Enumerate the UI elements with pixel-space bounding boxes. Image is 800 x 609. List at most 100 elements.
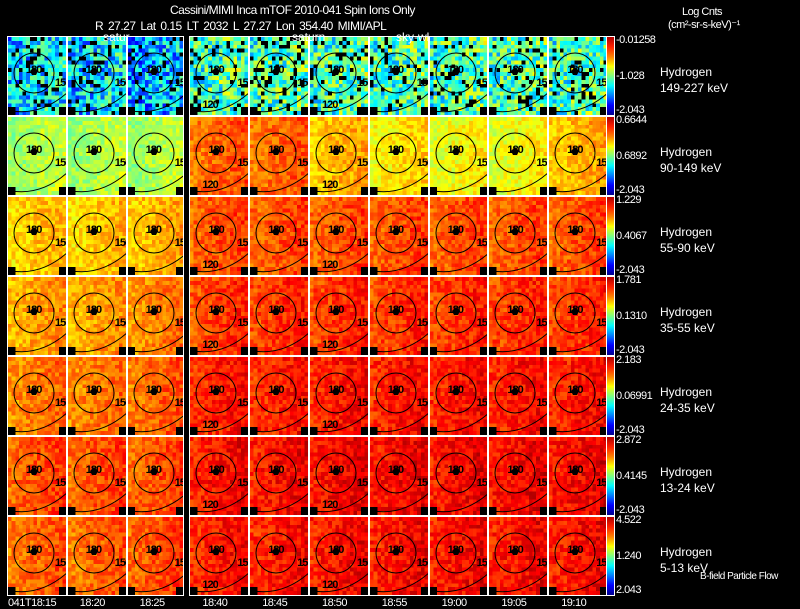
grid-overlay: [369, 452, 428, 513]
angle-label: 180: [567, 544, 583, 556]
angle-label: 150: [416, 477, 428, 489]
angle-label: 150: [55, 157, 66, 169]
sky-map-panel: 180 150: [7, 276, 67, 356]
angle-label: 180: [328, 544, 344, 556]
angle-label: 180: [85, 544, 102, 556]
time-label: 19:05: [501, 597, 527, 609]
angle-label: 180: [328, 64, 344, 76]
sky-map-panel: 180 150 120: [189, 196, 250, 276]
angle-label: 180: [268, 464, 284, 476]
sky-map-panel: 180 150 120: [309, 356, 369, 436]
sky-map-panel: 180 150: [249, 116, 309, 196]
colorbar-tick-label: 0.1310: [616, 310, 647, 322]
grid-overlay: [310, 52, 368, 113]
angle-label: 180: [567, 464, 583, 476]
grid-overlay: [127, 52, 184, 113]
sky-map-panel: 180 150: [126, 196, 185, 276]
angle-label: 150: [297, 157, 308, 169]
grid-overlay: [489, 132, 548, 193]
angle-label: 120: [202, 579, 218, 591]
angle-label: 180: [145, 544, 162, 556]
grid-overlay: [489, 292, 548, 353]
grid-overlay: [489, 532, 548, 593]
angle-label: 150: [174, 477, 185, 489]
angle-label: 180: [447, 464, 464, 476]
grid-overlay: [549, 212, 607, 273]
grid-overlay: [190, 132, 249, 193]
angle-label: 180: [85, 64, 102, 76]
angle-label: 150: [55, 237, 66, 249]
sky-map-panel: 180 150: [548, 516, 608, 596]
sky-map-panel: 180 150: [548, 356, 608, 436]
grid-overlay: [250, 292, 308, 353]
species-label: Hydrogen: [660, 465, 713, 479]
time-label: 18:25: [139, 597, 166, 609]
grid-overlay: [369, 52, 428, 113]
colorbar-tick-label: -2.043: [616, 504, 645, 516]
angle-label: 150: [476, 557, 488, 569]
angle-label: 150: [596, 77, 607, 89]
sky-map-panel: 180 150: [249, 36, 309, 116]
sky-map-panel: 180 150: [488, 356, 549, 436]
energy-range: 90-149 keV: [660, 161, 722, 175]
angle-label: 150: [536, 237, 547, 249]
sky-map-panel: 180 150: [428, 276, 489, 356]
angle-label: 120: [322, 419, 338, 431]
angle-label: 180: [26, 64, 42, 76]
sky-map-panel: 180 150: [126, 276, 185, 356]
colorbar-tick-label: 0.6892: [616, 150, 647, 162]
angle-label: 180: [268, 304, 284, 316]
angle-label: 180: [26, 544, 42, 556]
grid-overlay: [127, 132, 184, 193]
angle-label: 180: [145, 304, 162, 316]
grid-overlay: [369, 372, 428, 433]
sky-map-panel: 180 150 120: [189, 356, 250, 436]
angle-label: 120: [202, 419, 218, 431]
grid-overlay: [250, 532, 308, 593]
grid-overlay: [190, 52, 249, 113]
grid-overlay: [310, 292, 368, 353]
angle-label: 150: [237, 477, 248, 489]
sky-map-panel: 180 150: [488, 196, 549, 276]
sky-map-panel: 180 150: [126, 116, 185, 196]
sky-map-panel: 180 150: [488, 516, 549, 596]
energy-band-label: Hydrogen 90-149 keV: [660, 144, 721, 176]
angle-label: 150: [357, 397, 368, 409]
angle-label: 150: [596, 237, 607, 249]
angle-label: 180: [507, 544, 523, 556]
colorbar-tick-label: -2.043: [616, 264, 645, 276]
angle-label: 150: [416, 557, 428, 569]
angle-label: 150: [416, 397, 428, 409]
colorbar: [606, 116, 615, 196]
angle-label: 180: [507, 384, 523, 396]
sky-map-panel: 180 150: [7, 356, 67, 436]
units-label: (cm²-sr-s-keV)⁻¹: [668, 19, 740, 31]
sky-map-panel: 180 150: [66, 356, 127, 436]
colorbar-tick-label: -0.01258: [616, 34, 656, 46]
species-label: Hydrogen: [660, 305, 713, 319]
angle-label: 150: [357, 477, 368, 489]
angle-label: 180: [26, 464, 42, 476]
angle-label: 180: [567, 64, 583, 76]
angle-label: 150: [476, 397, 488, 409]
sky-map-panel: 180 150: [548, 276, 608, 356]
sky-map-panel: 180 150: [7, 116, 67, 196]
angle-label: 180: [208, 304, 224, 316]
grid-overlay: [67, 52, 126, 113]
colorbar-tick-label: 0.4145: [616, 470, 647, 482]
sky-map-panel: 180 150: [488, 276, 549, 356]
sky-map-panel: 180 150 120: [189, 436, 250, 516]
sky-map-panel: 180 150: [368, 356, 429, 436]
grid-overlay: [369, 292, 428, 353]
angle-label: 180: [328, 464, 344, 476]
sky-map-panel: 180 150: [66, 116, 127, 196]
colorbar-tick-label: 0.6644: [616, 114, 647, 126]
angle-label: 180: [387, 544, 404, 556]
angle-label: 180: [208, 224, 224, 236]
grid-overlay: [549, 52, 607, 113]
energy-band-label: Hydrogen 35-55 keV: [660, 304, 715, 336]
sky-map-panel: 180 150: [7, 196, 67, 276]
angle-label: 150: [297, 237, 308, 249]
angle-label: 150: [297, 77, 308, 89]
sky-map-panel: 180 150: [249, 196, 309, 276]
